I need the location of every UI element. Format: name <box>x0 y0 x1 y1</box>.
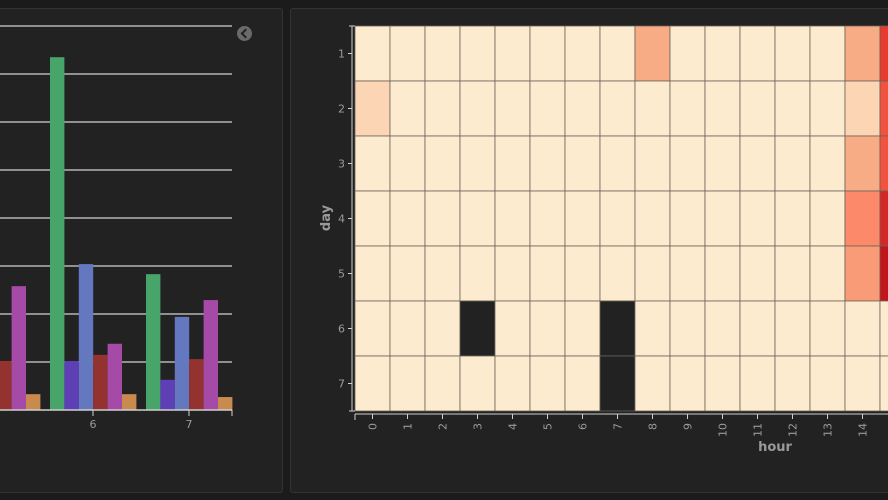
bar-7-5 <box>218 397 233 410</box>
bar-5-5 <box>26 394 41 410</box>
chevron-left-circle-icon <box>240 28 251 39</box>
bar-7-3 <box>189 359 204 410</box>
bar-7-4 <box>203 300 218 410</box>
collapse-button[interactable] <box>237 26 252 41</box>
x-tick-label: 6 <box>90 418 97 431</box>
bar-7-0 <box>146 274 161 410</box>
bar-6-1 <box>64 361 79 410</box>
bar-5-4 <box>11 286 26 410</box>
bar-6-4 <box>107 343 122 410</box>
x-tick-label: 7 <box>186 418 193 431</box>
bar-6-3 <box>93 354 108 410</box>
bar-5-3 <box>0 361 12 410</box>
bar-6-2 <box>78 264 94 410</box>
bar-6-0 <box>50 57 65 410</box>
bar-6-5 <box>122 394 137 410</box>
bar-7-1 <box>160 379 175 410</box>
bar-chart-panel <box>0 8 283 493</box>
bar-7-2 <box>174 316 190 410</box>
